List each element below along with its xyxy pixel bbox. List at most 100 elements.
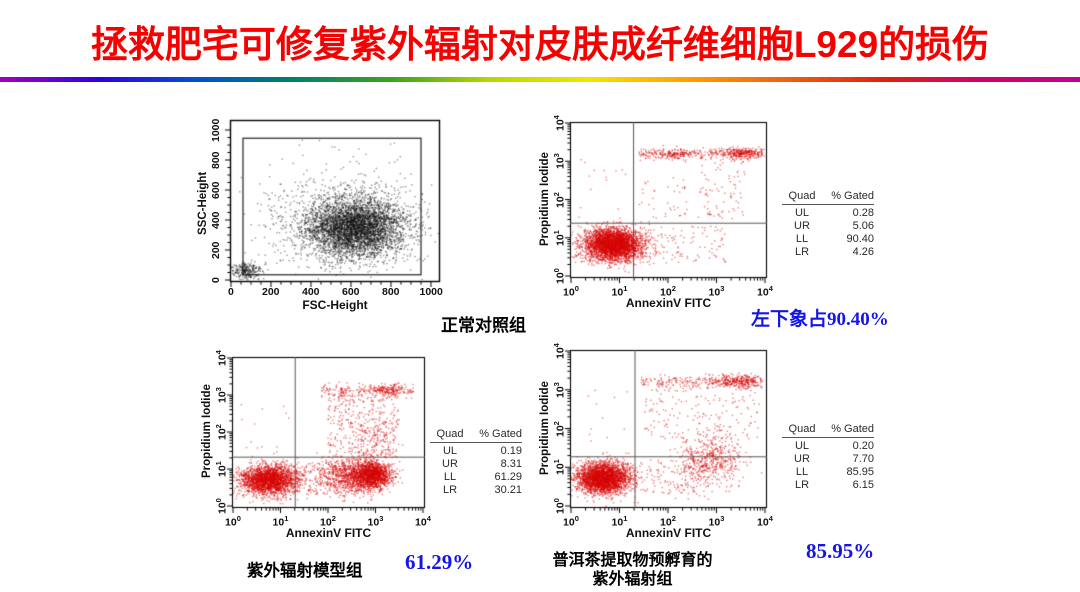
stats-header-gated: % Gated xyxy=(831,190,874,202)
axis-tick-label: 100 xyxy=(563,514,579,529)
stats-cell: UL xyxy=(794,440,810,452)
rainbow-divider xyxy=(0,77,1080,82)
axis-tick-label: 103 xyxy=(708,284,725,299)
stats-cell: LL xyxy=(795,466,809,478)
scatter-canvas-uv-model xyxy=(221,354,429,521)
caption-uv-model: 紫外辐射模型组 xyxy=(247,562,363,580)
axis-tick-label: 1000 xyxy=(419,286,443,298)
stats-row-ll: LL 90.40 xyxy=(782,233,874,246)
stats-cell: 5.06 xyxy=(852,220,874,232)
stats-header-quad: Quad xyxy=(788,190,816,202)
stats-header-quad: Quad xyxy=(788,423,816,435)
stats-cell: 0.19 xyxy=(500,445,522,457)
axis-tick-label: 103 xyxy=(552,153,567,170)
axis-tick-label: 100 xyxy=(552,498,567,514)
axis-tick-label: 102 xyxy=(320,514,336,529)
scatter-canvas-normal-annexin xyxy=(559,119,771,291)
axis-tick-label: 102 xyxy=(552,191,567,208)
stats-cell: LL xyxy=(795,233,809,245)
axis-tick-label: 101 xyxy=(552,459,567,476)
axis-tick-label: 104 xyxy=(757,284,773,299)
axis-tick-label: 101 xyxy=(611,284,628,299)
stats-cell: 8.31 xyxy=(500,458,522,470)
axis-tick-label: 800 xyxy=(382,286,400,298)
y-axis-label: Propidium Iodide xyxy=(539,381,551,475)
scatter-canvas-tea-uv xyxy=(559,347,771,521)
stats-cell: 85.95 xyxy=(846,466,874,478)
y-axis-label: SSC-Height xyxy=(197,171,209,235)
stats-cell: LR xyxy=(442,484,458,496)
stats-row-lr: LR 30.21 xyxy=(430,484,522,497)
stats-cell: 4.26 xyxy=(852,246,874,258)
axis-tick-label: 103 xyxy=(552,381,567,398)
axis-tick-label: 101 xyxy=(552,229,567,246)
slide-title: 拯救肥宅可修复紫外辐射对皮肤成纤维细胞L929的损伤 xyxy=(90,24,990,65)
quadrant-stats-table: Quad % Gated UL 0.19 UR 8.31 LL 61.29 LR 30.2… xyxy=(430,428,522,497)
axis-tick-label: 800 xyxy=(210,151,222,169)
stats-cell: 30.21 xyxy=(494,484,522,496)
annotation-85-95: 85.95% xyxy=(806,539,875,563)
stats-row-ur: UR 7.70 xyxy=(782,453,874,466)
stats-header-gated: % Gated xyxy=(831,423,874,435)
stats-cell: 61.29 xyxy=(494,471,522,483)
stats-cell: LR xyxy=(794,246,810,258)
stats-row-ur: UR 8.31 xyxy=(430,458,522,471)
axis-tick-label: 400 xyxy=(210,211,222,229)
stats-cell: UR xyxy=(794,220,810,232)
axis-tick-label: 101 xyxy=(272,514,289,529)
annotation-61-29: 61.29% xyxy=(405,550,474,574)
plot-normal-control-fsc-ssc: SSC-Height FSC-Height 0 0 200 200 400 400 600 6… xyxy=(185,105,485,335)
stats-cell: UR xyxy=(442,458,458,470)
axis-tick-label: 600 xyxy=(210,181,222,199)
stats-cell: UL xyxy=(794,207,810,219)
stats-header: Quad % Gated xyxy=(782,190,874,205)
y-axis-label: Propidium Iodide xyxy=(539,152,551,246)
quadrant-stats-table: Quad % Gated UL 0.28 UR 5.06 LL 90.40 LR 4.26 xyxy=(782,190,874,259)
stats-row-lr: LR 4.26 xyxy=(782,246,874,259)
axis-tick-label: 100 xyxy=(552,268,567,284)
axis-tick-label: 102 xyxy=(660,284,676,299)
stats-header: Quad % Gated xyxy=(782,423,874,438)
axis-tick-label: 1000 xyxy=(210,118,222,142)
stats-header-quad: Quad xyxy=(436,428,464,440)
annotation-ll-90-40: 左下象占90.40% xyxy=(751,309,889,330)
axis-tick-label: 104 xyxy=(757,514,773,529)
x-axis-label: AnnexinV FITC xyxy=(625,296,712,310)
stats-row-ul: UL 0.28 xyxy=(782,207,874,220)
caption-normal-control: 正常对照组 xyxy=(441,316,526,335)
caption-tea-line2: 紫外辐射组 xyxy=(592,571,673,588)
stats-row-ll: LL 61.29 xyxy=(430,471,522,484)
axis-tick-label: 600 xyxy=(342,286,360,298)
caption-tea-group: 普洱茶提取物预孵育的 紫外辐射组 xyxy=(545,551,720,589)
axis-tick-label: 102 xyxy=(660,514,676,529)
axis-tick-label: 0 xyxy=(210,277,222,283)
axis-tick-label: 200 xyxy=(262,286,280,298)
stats-row-lr: LR 6.15 xyxy=(782,479,874,492)
axis-tick-label: 100 xyxy=(225,514,241,529)
axis-tick-label: 400 xyxy=(302,286,320,298)
quadrant-stats-table: Quad % Gated UL 0.20 UR 7.70 LL 85.95 LR 6.15 xyxy=(782,423,874,492)
axis-tick-label: 101 xyxy=(611,514,628,529)
axis-tick-label: 100 xyxy=(563,284,579,299)
stats-cell: 7.70 xyxy=(852,453,874,465)
stats-row-ul: UL 0.19 xyxy=(430,445,522,458)
axis-tick-label: 100 xyxy=(214,498,229,514)
plot-uv-model-annexin-pi: Propidium Iodide AnnexinV FITC Quad % Gat… xyxy=(195,345,560,545)
axis-tick-label: 101 xyxy=(214,461,229,477)
stats-cell: 0.28 xyxy=(852,207,874,219)
stats-row-ur: UR 5.06 xyxy=(782,220,874,233)
stats-cell: 6.15 xyxy=(852,479,874,491)
stats-cell: UL xyxy=(442,445,458,457)
axis-tick-label: 0 xyxy=(228,286,234,298)
y-axis-label: Propidium Iodide xyxy=(201,384,213,478)
stats-row-ul: UL 0.20 xyxy=(782,440,874,453)
axis-tick-label: 104 xyxy=(415,514,431,529)
x-axis-label: AnnexinV FITC xyxy=(625,526,712,540)
caption-tea-line1: 普洱茶提取物预孵育的 xyxy=(552,552,713,569)
axis-tick-label: 200 xyxy=(210,241,222,259)
stats-cell: 90.40 xyxy=(846,233,874,245)
plot-tea-uv-annexin-pi: Propidium Iodide AnnexinV FITC Quad % Gat… xyxy=(530,343,920,545)
x-axis-label: AnnexinV FITC xyxy=(285,526,372,540)
stats-header: Quad % Gated xyxy=(430,428,522,443)
